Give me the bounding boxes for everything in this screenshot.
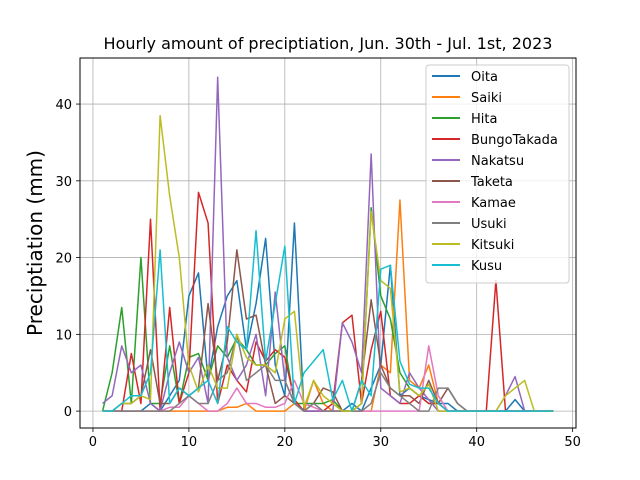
legend-label-usuki: Usuki [471, 217, 507, 232]
legend-label-bungotakada: BungoTakada [471, 133, 558, 148]
y-tick-label: 40 [55, 98, 72, 113]
legend: Oita Saiki Hita BungoTakada Nakatsu Taketa Kam… [425, 64, 570, 284]
x-tick-label: 0 [89, 435, 97, 450]
x-tick-label: 40 [468, 435, 485, 450]
legend-label-oita: Oita [471, 70, 498, 85]
y-axis-label: Preciptiation (mm) [23, 150, 47, 336]
legend-label-kusu: Kusu [471, 259, 502, 274]
legend-label-taketa: Taketa [470, 175, 513, 190]
chart-title: Hourly amount of preciptiation, Jun. 30t… [104, 34, 553, 53]
x-tick-label: 50 [564, 435, 581, 450]
y-tick-label: 0 [64, 405, 72, 420]
x-tick-label: 20 [277, 435, 294, 450]
y-tick-label: 20 [55, 252, 72, 267]
legend-label-nakatsu: Nakatsu [471, 154, 524, 169]
legend-label-kitsuki: Kitsuki [471, 238, 514, 253]
legend-label-hita: Hita [471, 112, 497, 127]
y-tick-label: 10 [55, 328, 72, 343]
series-line-kusu [102, 229, 554, 412]
x-tick-label: 10 [181, 435, 198, 450]
plot-frame [79, 57, 577, 429]
legend-label-saiki: Saiki [471, 91, 502, 106]
y-tick-label: 30 [55, 175, 72, 190]
legend-box [425, 64, 570, 284]
axis-ticks: 0 10 20 30 40 50 0 10 20 30 40 [55, 98, 580, 450]
plot-lines [101, 76, 554, 412]
legend-label-kamae: Kamae [471, 196, 516, 211]
x-tick-label: 30 [372, 435, 389, 450]
